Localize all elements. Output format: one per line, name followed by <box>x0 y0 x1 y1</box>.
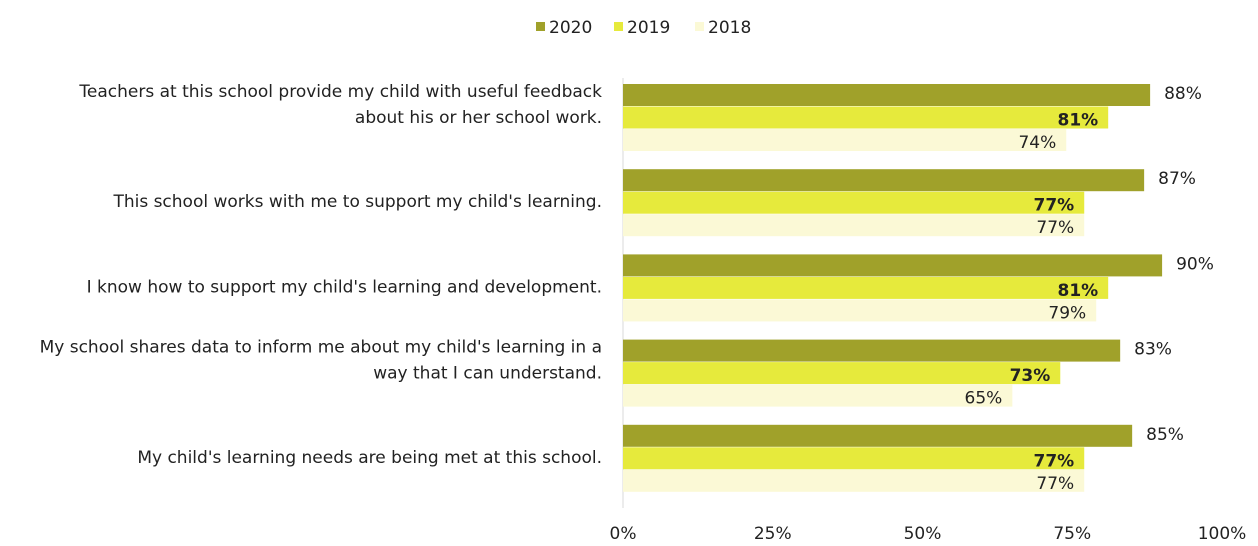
category-label-line: My school shares data to inform me about… <box>40 338 602 358</box>
bar-2019 <box>623 276 1109 299</box>
data-label: 77% <box>1036 218 1074 238</box>
bar-2020 <box>623 339 1121 362</box>
data-label: 77% <box>1034 451 1075 471</box>
legend-label: 2019 <box>627 18 670 38</box>
data-label: 74% <box>1018 133 1056 153</box>
category-label-line: way that I can understand. <box>373 364 602 384</box>
category-label-line: I know how to support my child's learnin… <box>87 277 602 297</box>
bar-2019 <box>623 362 1061 385</box>
category-labels: Teachers at this school provide my child… <box>40 82 603 468</box>
legend-swatch <box>536 22 545 31</box>
bar-2018 <box>623 129 1067 151</box>
data-label: 65% <box>965 389 1003 409</box>
category-label-line: Teachers at this school provide my child… <box>78 82 602 102</box>
bar-2018 <box>623 384 1013 407</box>
bars: 88%81%74%87%77%77%90%81%79%83%73%65%85%7… <box>623 84 1214 494</box>
data-label: 77% <box>1034 196 1075 216</box>
data-label: 73% <box>1010 366 1051 386</box>
category-label: Teachers at this school provide my child… <box>78 82 602 128</box>
legend-swatch <box>614 22 623 31</box>
data-label: 83% <box>1134 340 1172 360</box>
bar-2019 <box>623 191 1085 214</box>
data-label: 81% <box>1057 111 1098 131</box>
bar-2018 <box>623 469 1085 492</box>
x-tick-label: 50% <box>904 524 942 542</box>
bar-2020 <box>623 84 1151 106</box>
data-label: 85% <box>1146 425 1184 445</box>
category-label-line: about his or her school work. <box>355 108 602 128</box>
category-label-line: My child's learning needs are being met … <box>137 448 602 468</box>
legend: 2020 2019 2018 <box>536 18 751 38</box>
category-label: My school shares data to inform me about… <box>40 338 602 384</box>
data-label: 77% <box>1036 474 1074 494</box>
legend-label: 2018 <box>708 18 751 38</box>
bar-2020 <box>623 254 1163 277</box>
x-tick-label: 0% <box>610 524 637 542</box>
category-label: My child's learning needs are being met … <box>137 448 602 468</box>
legend-label: 2020 <box>549 18 592 38</box>
bar-2018 <box>623 299 1097 322</box>
legend-swatch <box>695 22 704 31</box>
data-label: 90% <box>1176 254 1214 274</box>
data-label: 81% <box>1057 281 1098 301</box>
data-label: 88% <box>1164 84 1202 104</box>
x-axis-ticks: 0% 25% 50% 75% 100% <box>610 524 1247 544</box>
category-label: This school works with me to support my … <box>112 192 602 212</box>
bar-2019 <box>623 106 1109 129</box>
bar-2020 <box>623 424 1133 447</box>
x-tick-label: 100% <box>1198 524 1247 542</box>
data-label: 87% <box>1158 169 1196 189</box>
data-label: 79% <box>1048 303 1086 323</box>
category-label-line: This school works with me to support my … <box>112 192 602 212</box>
bar-2019 <box>623 447 1085 470</box>
x-tick-label: 75% <box>1053 524 1091 542</box>
x-tick-label: 25% <box>754 524 792 542</box>
bar-2018 <box>623 214 1085 237</box>
category-label: I know how to support my child's learnin… <box>87 277 602 297</box>
bar-2020 <box>623 169 1145 192</box>
